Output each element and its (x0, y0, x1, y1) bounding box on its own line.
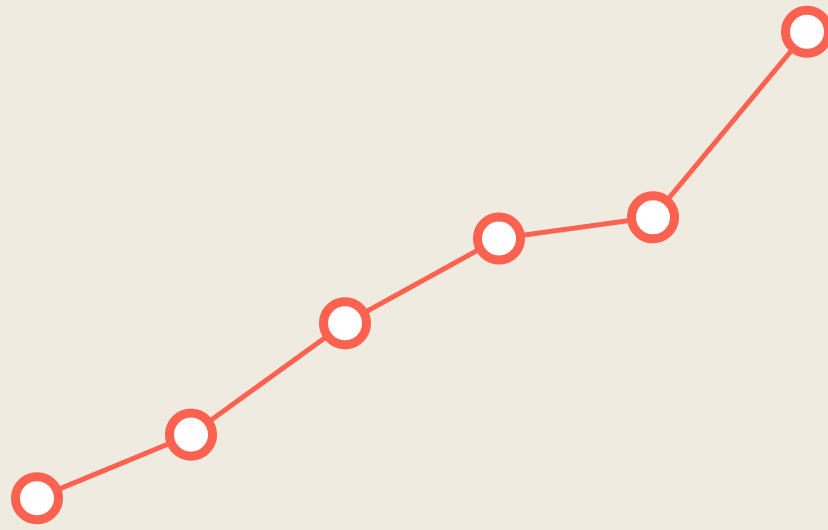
point-marker (473, 212, 525, 265)
series-line (36, 30, 809, 501)
point-marker (319, 297, 371, 350)
point-marker (781, 5, 828, 58)
point-marker (165, 408, 217, 461)
point-marker (11, 472, 63, 525)
point-marker (627, 191, 679, 244)
